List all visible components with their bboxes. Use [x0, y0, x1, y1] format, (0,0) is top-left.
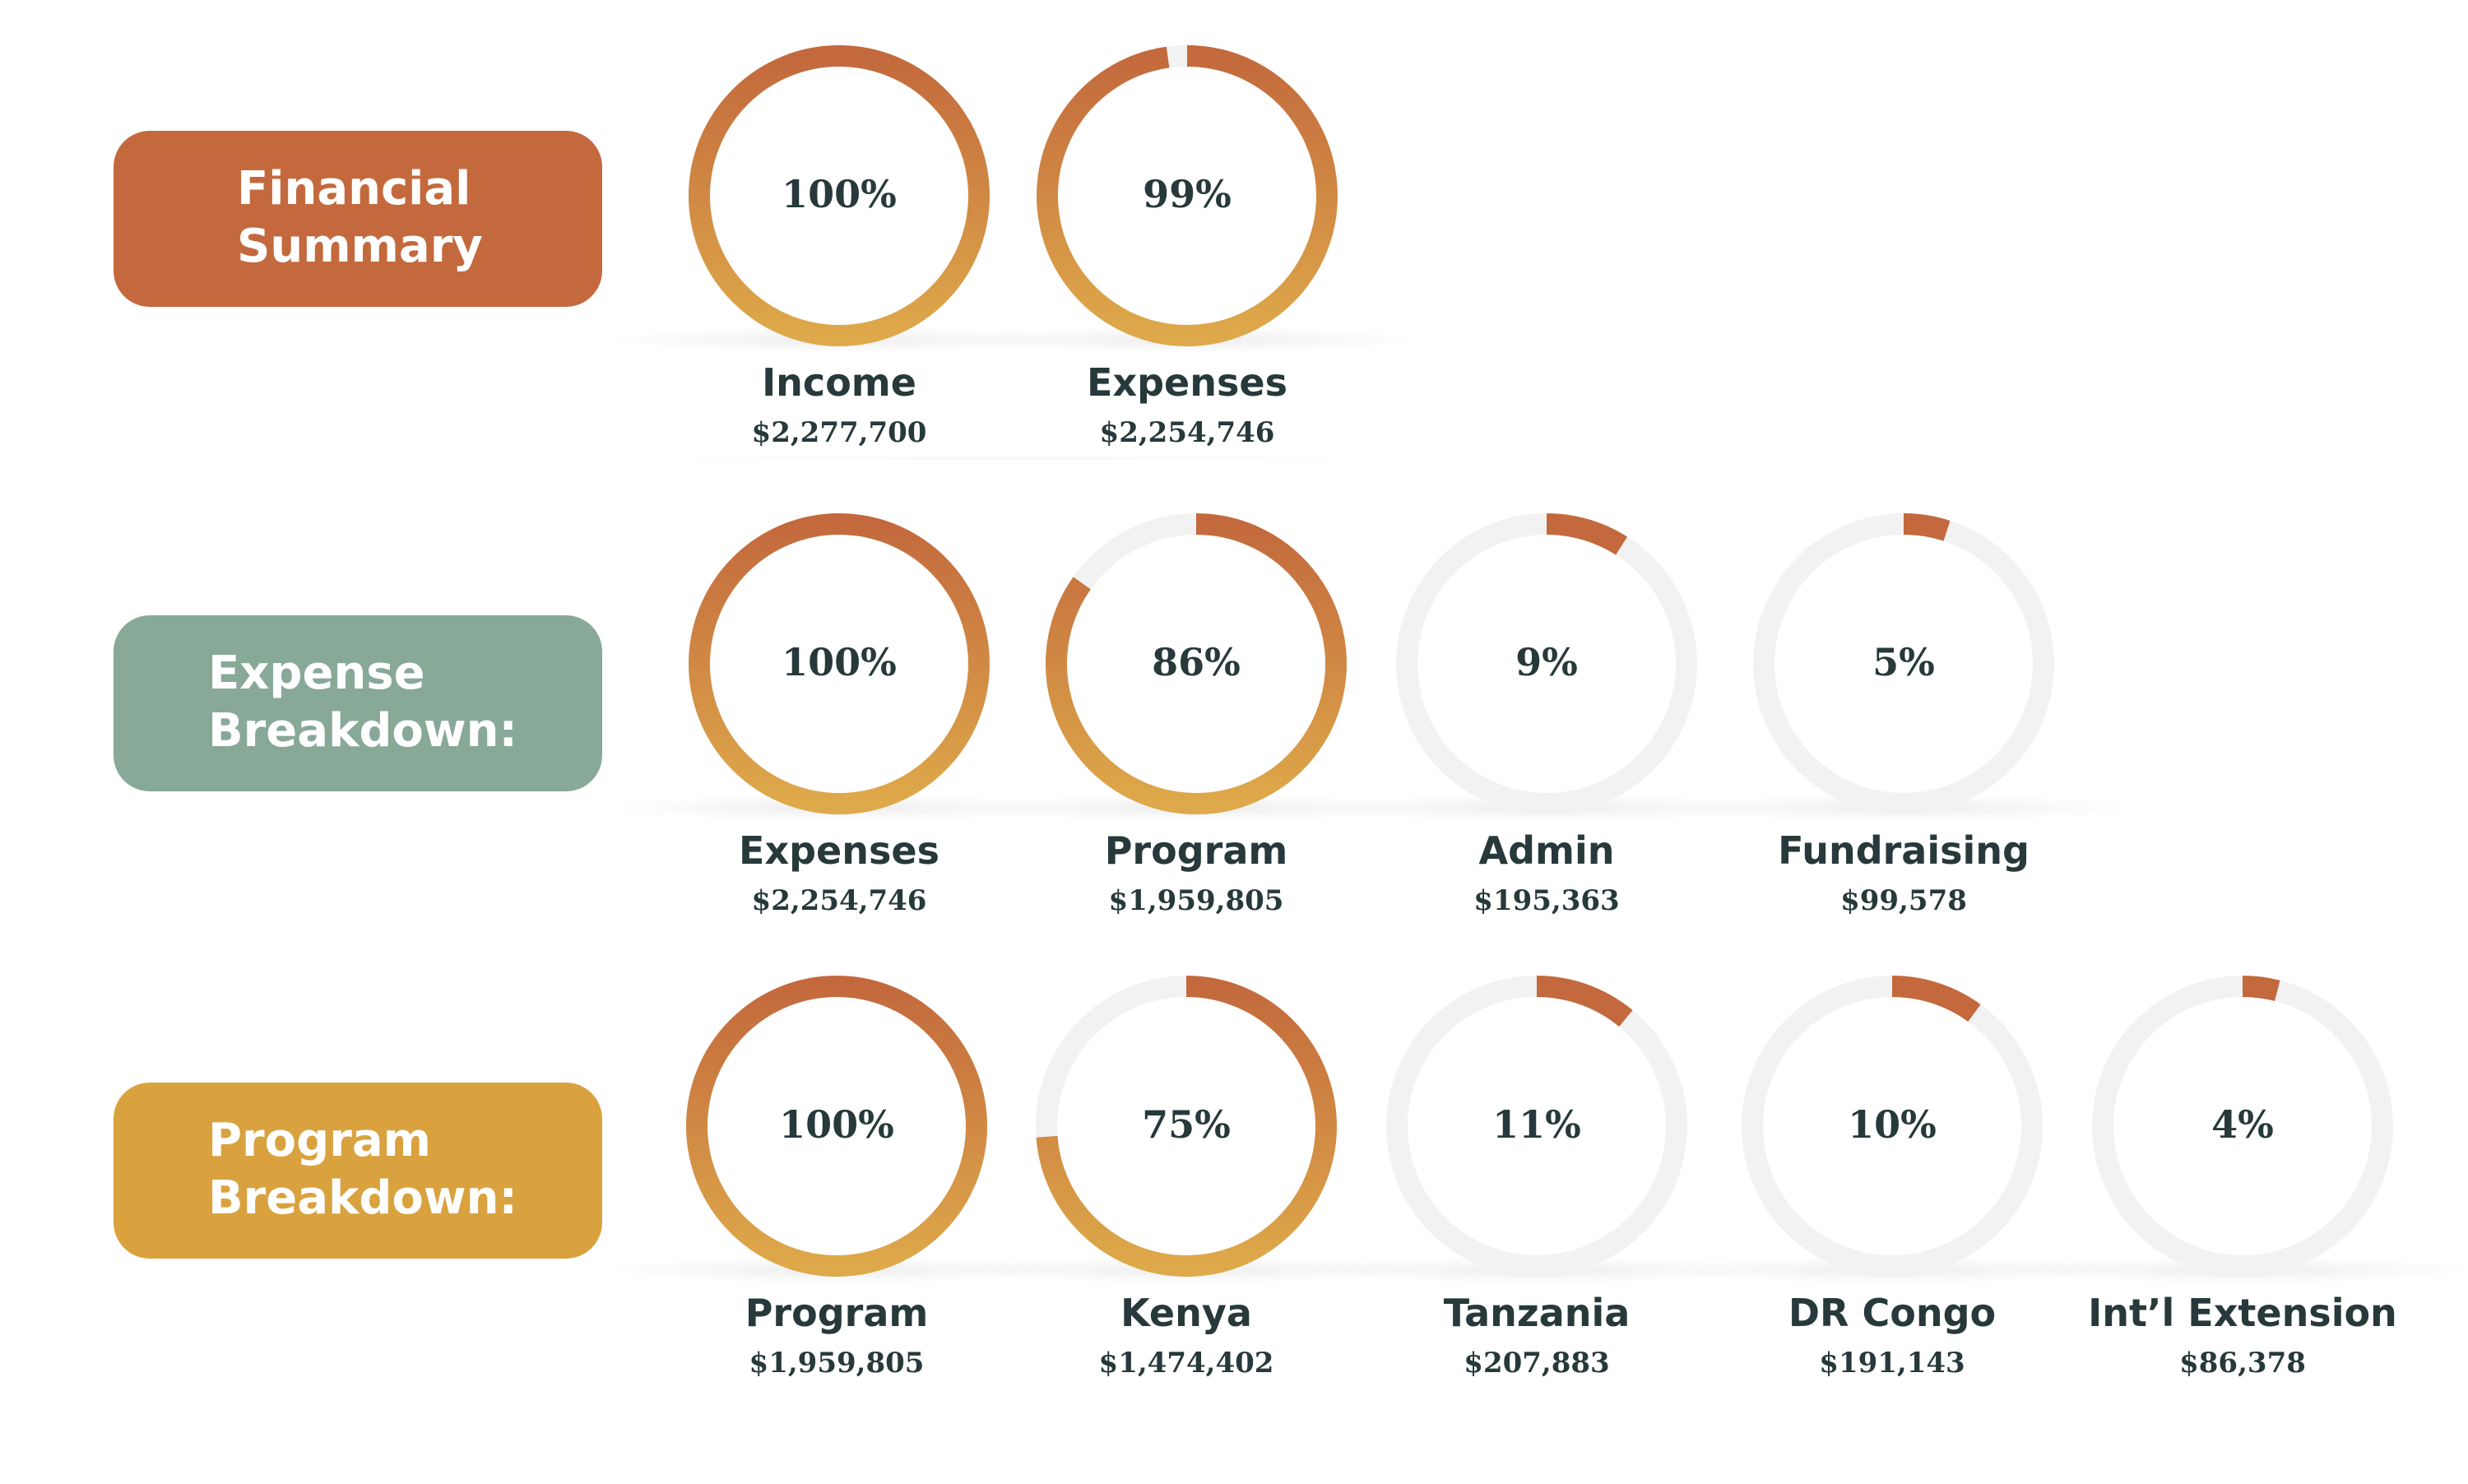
donut-percent: 100% [782, 640, 897, 684]
donut-label: Fundraising [1778, 828, 2030, 873]
donut-percent: 100% [782, 172, 897, 216]
donut-ring [1036, 976, 1337, 1277]
donut-label: DR Congo [1788, 1291, 1997, 1335]
donut-arc [689, 45, 990, 346]
donut-expense-breakdown-admin: 9% Admin $195,363 [1316, 508, 1777, 952]
donut-financial-summary-income: 100% Income $2,277,700 [609, 39, 1069, 484]
donut-percent: 10% [1848, 1102, 1937, 1147]
donut-financial-summary-expenses: 99% Expenses $2,254,746 [957, 39, 1417, 484]
donut-ring [1753, 513, 2054, 814]
donut-arc [1037, 45, 1338, 346]
donut-amount: $99,578 [1840, 884, 1967, 917]
donut-amount: $195,363 [1473, 884, 1620, 917]
donut-amount: $1,474,402 [1098, 1347, 1274, 1380]
program-breakdown-line2: Breakdown: [208, 1171, 517, 1225]
donut-ring [686, 976, 987, 1277]
donut-percent: 11% [1492, 1102, 1581, 1147]
donut-program-breakdown-int-l-extension: 4% Int’l Extension $86,378 [2012, 970, 2468, 1414]
donut-expense-breakdown-expenses: 100% Expenses $2,254,746 [609, 508, 1069, 952]
donut-label: Program [1104, 828, 1288, 873]
donut-arc [1046, 513, 1347, 814]
donut-arc [2242, 976, 2280, 1002]
donut-label: Kenya [1120, 1291, 1252, 1335]
donut-ring [1396, 513, 1697, 814]
donut-amount: $2,254,746 [1099, 416, 1275, 449]
donut-percent: 5% [1872, 640, 1935, 684]
donut-label: Int’l Extension [2088, 1291, 2397, 1335]
donut-arc [686, 976, 987, 1277]
donut-program-breakdown-tanzania: 11% Tanzania $207,883 [1306, 970, 1767, 1414]
expense-breakdown-line2: Breakdown: [208, 704, 517, 758]
donut-amount: $86,378 [2179, 1347, 2306, 1380]
donut-program-breakdown-kenya: 75% Kenya $1,474,402 [956, 970, 1417, 1414]
financial-summary-label: Financial Summary [114, 131, 602, 307]
donut-label: Tanzania [1443, 1291, 1631, 1335]
financial-row-divider [633, 456, 1390, 461]
donut-percent: 99% [1143, 172, 1232, 216]
donut-label: Income [762, 360, 916, 405]
donut-label: Program [745, 1291, 929, 1335]
donut-program-breakdown-dr-congo: 10% DR Congo $191,143 [1662, 970, 2122, 1414]
donut-label: Expenses [739, 828, 939, 873]
expense-breakdown-label: Expense Breakdown: [114, 615, 602, 791]
donut-label: Admin [1478, 828, 1615, 873]
expense-breakdown-line1: Expense [208, 647, 425, 700]
donut-arc [1036, 976, 1337, 1277]
donut-percent: 9% [1515, 640, 1578, 684]
donut-expense-breakdown-fundraising: 5% Fundraising $99,578 [1673, 508, 2134, 952]
donut-ring [1046, 513, 1347, 814]
donut-ring [689, 45, 990, 346]
donut-ring [1037, 45, 1338, 346]
donut-amount: $2,254,746 [751, 884, 927, 917]
program-breakdown-line1: Program [208, 1114, 431, 1167]
donut-arc [1903, 513, 1951, 541]
donut-amount: $1,959,805 [749, 1347, 925, 1380]
donut-percent: 86% [1152, 640, 1241, 684]
donut-amount: $207,883 [1464, 1347, 1610, 1380]
donut-ring [689, 513, 990, 814]
donut-ring [1742, 976, 2043, 1277]
financial-summary-line1: Financial [237, 162, 471, 216]
donut-amount: $2,277,700 [751, 416, 927, 449]
donut-percent: 75% [1142, 1102, 1231, 1147]
donut-arc [1546, 513, 1628, 555]
donut-ring [1386, 976, 1687, 1277]
program-breakdown-label: Program Breakdown: [114, 1083, 602, 1259]
donut-percent: 4% [2211, 1102, 2274, 1147]
donut-expense-breakdown-program: 86% Program $1,959,805 [966, 508, 1427, 952]
donut-label: Expenses [1087, 360, 1287, 405]
donut-amount: $1,959,805 [1108, 884, 1284, 917]
financial-summary-line2: Summary [237, 220, 483, 273]
donut-amount: $191,143 [1819, 1347, 1965, 1380]
donut-arc [689, 513, 990, 814]
donut-arc [1891, 976, 1981, 1023]
donut-ring [2092, 976, 2393, 1277]
donut-program-breakdown-program: 100% Program $1,959,805 [606, 970, 1067, 1414]
donut-arc [1536, 976, 1633, 1027]
donut-percent: 100% [779, 1102, 894, 1147]
